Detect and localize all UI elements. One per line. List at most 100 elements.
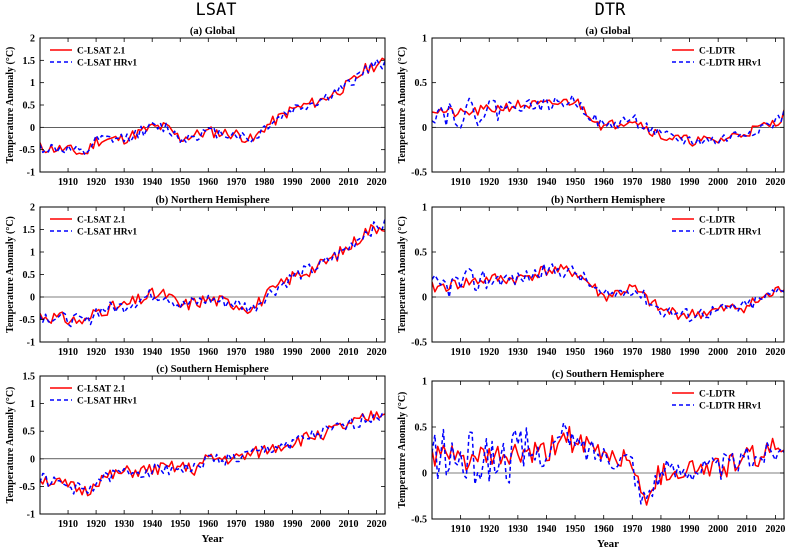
x-tick-label: 1930 xyxy=(508,177,528,188)
x-tick-label: 2020 xyxy=(367,347,387,358)
y-tick-label: 2 xyxy=(30,203,35,214)
chart-panel-4: 1910 1920 1930 1940 1950 1960 1970 1980 1990 2000… xyxy=(397,195,785,358)
y-axis-label: Temperature Anomaly (°C) xyxy=(397,216,408,333)
y-tick-label: -0.5 xyxy=(411,515,427,526)
x-tick-label: 2000 xyxy=(310,177,330,188)
x-tick-label: 1990 xyxy=(680,177,700,188)
x-tick-label: 1980 xyxy=(651,347,671,358)
x-tick-label: 1970 xyxy=(622,347,642,358)
x-tick-label: 2010 xyxy=(737,524,757,535)
x-tick-label: 1920 xyxy=(479,177,499,188)
x-tick-label: 2010 xyxy=(339,347,359,358)
y-tick-label: -0.5 xyxy=(19,145,35,156)
panel-title: (a) Global xyxy=(190,26,235,37)
y-tick-label: 0.5 xyxy=(415,248,428,259)
x-tick-label: 1960 xyxy=(594,177,614,188)
x-tick-label: 2020 xyxy=(765,177,785,188)
legend-label: C-LDTR HRv1 xyxy=(699,402,762,412)
x-tick-label: 1930 xyxy=(114,177,134,188)
series-group xyxy=(432,263,784,323)
x-tick-label: 2000 xyxy=(310,519,330,530)
x-tick-label: 1910 xyxy=(58,177,78,188)
x-tick-label: 1950 xyxy=(170,519,190,530)
x-tick-label: 1950 xyxy=(170,347,190,358)
x-axis-label: Year xyxy=(202,533,224,545)
x-tick-label: 1940 xyxy=(536,347,556,358)
panel-title: (b) Northern Hemisphere xyxy=(155,195,269,206)
x-tick-label: 2010 xyxy=(339,177,359,188)
legend-label: C-LDTR xyxy=(699,47,736,57)
plot-frame xyxy=(39,375,386,515)
x-tick-label: 1980 xyxy=(651,177,671,188)
panel-title: (b) Northern Hemisphere xyxy=(551,195,665,206)
y-axis-label: Temperature Anomaly (°C) xyxy=(397,47,408,164)
x-tick-label: 1940 xyxy=(142,519,162,530)
x-tick-label: 1930 xyxy=(114,519,134,530)
y-tick-label: -0.5 xyxy=(19,315,35,326)
y-tick-label: 0.5 xyxy=(23,270,36,281)
chart-panel-1: 1910 1920 1930 1940 1950 1960 1970 1980 1990 2000… xyxy=(5,26,387,188)
x-tick-label: 1980 xyxy=(254,177,274,188)
series-line-c-ldtr-hrv1 xyxy=(432,263,784,323)
y-tick-label: 0 xyxy=(30,454,35,465)
x-tick-label: 2000 xyxy=(708,524,728,535)
legend-label: C-LDTR xyxy=(699,390,736,400)
panel-title: (a) Global xyxy=(585,26,630,37)
chart-panel-2: 1910 1920 1930 1940 1950 1960 1970 1980 1990 2000… xyxy=(397,26,785,188)
y-tick-label: -0.5 xyxy=(411,338,427,349)
x-tick-label: 1930 xyxy=(508,347,528,358)
x-tick-label: 1950 xyxy=(565,524,585,535)
x-tick-label: 2000 xyxy=(708,347,728,358)
x-tick-label: 2000 xyxy=(708,177,728,188)
x-tick-label: 1920 xyxy=(86,519,106,530)
series-group xyxy=(432,422,784,506)
x-tick-label: 2020 xyxy=(765,524,785,535)
y-tick-label: 1 xyxy=(30,78,35,89)
y-tick-label: -0.5 xyxy=(411,168,427,179)
y-tick-label: 0.5 xyxy=(23,101,36,112)
x-tick-label: 1990 xyxy=(282,519,302,530)
series-line-c-lsat-hrv1 xyxy=(40,412,385,495)
x-tick-label: 1910 xyxy=(451,177,471,188)
legend-label: C-LDTR xyxy=(699,216,736,226)
series-line-c-ldtr-hrv1 xyxy=(432,422,784,505)
x-tick-label: 1930 xyxy=(508,524,528,535)
x-tick-label: 1990 xyxy=(680,524,700,535)
x-tick-label: 1920 xyxy=(86,177,106,188)
x-tick-label: 1960 xyxy=(594,524,614,535)
x-tick-label: 1980 xyxy=(254,347,274,358)
y-tick-label: 0 xyxy=(30,293,35,304)
legend-label: C-LSAT 2.1 xyxy=(77,216,125,226)
x-tick-label: 1970 xyxy=(226,347,246,358)
series-line-c-ldtr-hrv1 xyxy=(432,94,784,146)
chart-panel-3: 1910 1920 1930 1940 1950 1960 1970 1980 1990 2000… xyxy=(5,195,387,358)
y-tick-label: 0 xyxy=(422,123,427,134)
panel-title: (c) Southern Hemisphere xyxy=(156,364,269,375)
x-tick-label: 1970 xyxy=(622,524,642,535)
legend-label: C-LSAT 2.1 xyxy=(77,385,125,395)
x-tick-label: 1950 xyxy=(170,177,190,188)
series-group xyxy=(40,218,385,328)
x-tick-label: 1970 xyxy=(622,177,642,188)
plot-frame xyxy=(431,206,785,343)
y-tick-label: -0.5 xyxy=(19,482,35,493)
y-tick-label: 1 xyxy=(422,203,427,214)
x-tick-label: 1950 xyxy=(565,347,585,358)
x-tick-label: 1970 xyxy=(226,177,246,188)
x-tick-label: 1950 xyxy=(565,177,585,188)
y-axis-label: Temperature Anomaly (°C) xyxy=(5,387,16,504)
plot-frame xyxy=(431,380,785,520)
y-tick-label: 1 xyxy=(422,34,427,45)
series-group xyxy=(40,410,385,497)
x-tick-label: 1910 xyxy=(58,347,78,358)
x-tick-label: 1910 xyxy=(58,519,78,530)
y-tick-label: 1 xyxy=(422,377,427,388)
series-line-c-lsat-2-1 xyxy=(40,410,385,497)
x-axis-label: Year xyxy=(597,538,619,550)
y-tick-label: 0 xyxy=(422,293,427,304)
x-tick-label: 1960 xyxy=(594,347,614,358)
x-tick-label: 1920 xyxy=(479,347,499,358)
x-tick-label: 1990 xyxy=(680,347,700,358)
x-tick-label: 2020 xyxy=(367,519,387,530)
